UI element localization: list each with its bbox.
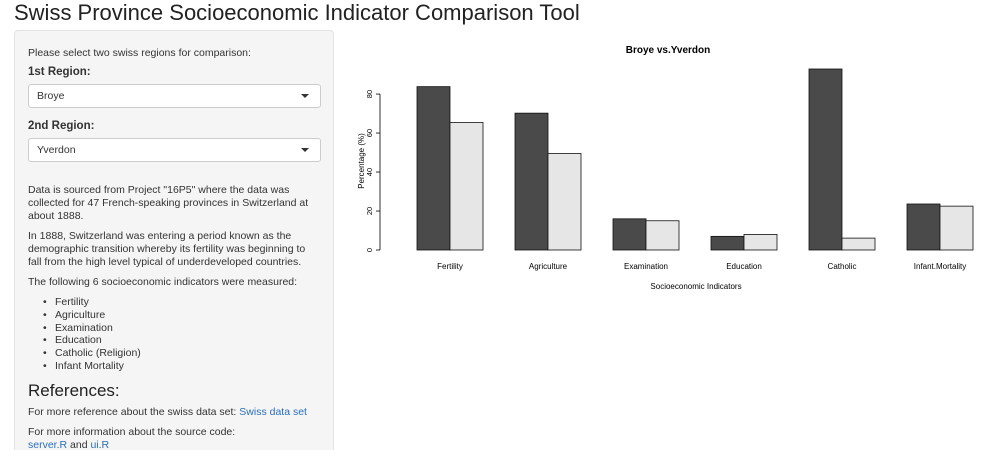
history-paragraph: In 1888, Switzerland was entering a peri… [28, 230, 306, 268]
info-section: Data is sourced from Project "16P5" wher… [28, 184, 320, 450]
x-tick-label: Infant.Mortality [914, 262, 966, 271]
x-tick-label: Examination [624, 262, 668, 271]
dataset-reference: For more reference about the swiss data … [28, 406, 320, 419]
list-item: Education [43, 334, 320, 347]
bar-chart-svg: Broye vs.Yverdon Percentage (%) Socioeco… [357, 45, 974, 291]
bar-infant-mortality-series2 [939, 205, 974, 251]
comparison-chart: Broye vs.Yverdon Percentage (%) Socioeco… [340, 36, 990, 306]
y-tick-label: 40 [365, 168, 374, 176]
list-item: Examination [43, 322, 320, 335]
region1-value: Broye [37, 90, 65, 102]
region2-label: 2nd Region: [28, 120, 95, 132]
list-item: Infant Mortality [43, 360, 320, 373]
x-axis-label: Socioeconomic Indicators [650, 282, 741, 291]
region1-label: 1st Region: [28, 66, 91, 78]
server-r-link[interactable]: server.R [28, 438, 68, 450]
sidebar-panel: Please select two swiss regions for comp… [14, 30, 334, 450]
region2-value: Yverdon [37, 144, 76, 156]
x-tick-label: Catholic [828, 262, 857, 271]
list-item: Fertility [43, 296, 320, 309]
y-tick-label: 80 [365, 90, 374, 98]
ui-r-link[interactable]: ui.R [90, 438, 110, 450]
caret-down-icon [301, 94, 309, 98]
y-axis: 0 20 40 60 80 [365, 90, 381, 252]
caret-down-icon [301, 148, 309, 152]
bars-group [416, 68, 974, 251]
y-tick-label: 0 [365, 248, 374, 252]
y-tick-label: 60 [365, 129, 374, 137]
bar-infant-mortality-series1 [906, 203, 941, 251]
x-tick-label: Agriculture [529, 262, 568, 271]
region2-select[interactable]: Yverdon [28, 138, 321, 162]
indicator-list: Fertility Agriculture Examination Educat… [43, 296, 320, 373]
dataset-reference-text: For more reference about the swiss data … [28, 405, 237, 418]
list-item: Catholic (Religion) [43, 347, 320, 360]
bar-catholic-series1 [808, 68, 843, 251]
x-tick-label: Fertility [437, 262, 463, 271]
references-heading: References: [28, 380, 120, 400]
y-tick-label: 20 [365, 207, 374, 215]
source-reference-text: For more information about the source co… [28, 425, 236, 438]
intro-text: Please select two swiss regions for comp… [28, 47, 251, 59]
bar-education-series1 [710, 235, 745, 251]
bar-catholic-series2 [841, 237, 876, 251]
and-text: and [70, 438, 88, 450]
x-tick-labels: Fertility Agriculture Examination Education… [437, 262, 966, 271]
bar-agriculture-series1 [514, 112, 549, 251]
y-axis-label: Percentage (%) [357, 133, 366, 189]
bar-examination-series2 [645, 220, 680, 251]
bar-agriculture-series2 [547, 153, 582, 251]
bar-fertility-series1 [416, 86, 451, 251]
bar-examination-series1 [612, 218, 647, 251]
bar-fertility-series2 [449, 122, 484, 251]
data-source-paragraph: Data is sourced from Project "16P5" wher… [28, 184, 309, 222]
source-reference: For more information about the source co… [28, 426, 320, 450]
indicators-intro: The following 6 socioeconomic indicators… [28, 276, 298, 288]
chart-title: Broye vs.Yverdon [626, 45, 710, 56]
region1-select[interactable]: Broye [28, 84, 321, 108]
bar-education-series2 [743, 234, 778, 251]
list-item: Agriculture [43, 309, 320, 322]
x-tick-label: Education [726, 262, 762, 271]
swiss-dataset-link[interactable]: Swiss data set [239, 405, 307, 418]
app-title: Swiss Province Socioeconomic Indicator C… [14, 0, 580, 25]
